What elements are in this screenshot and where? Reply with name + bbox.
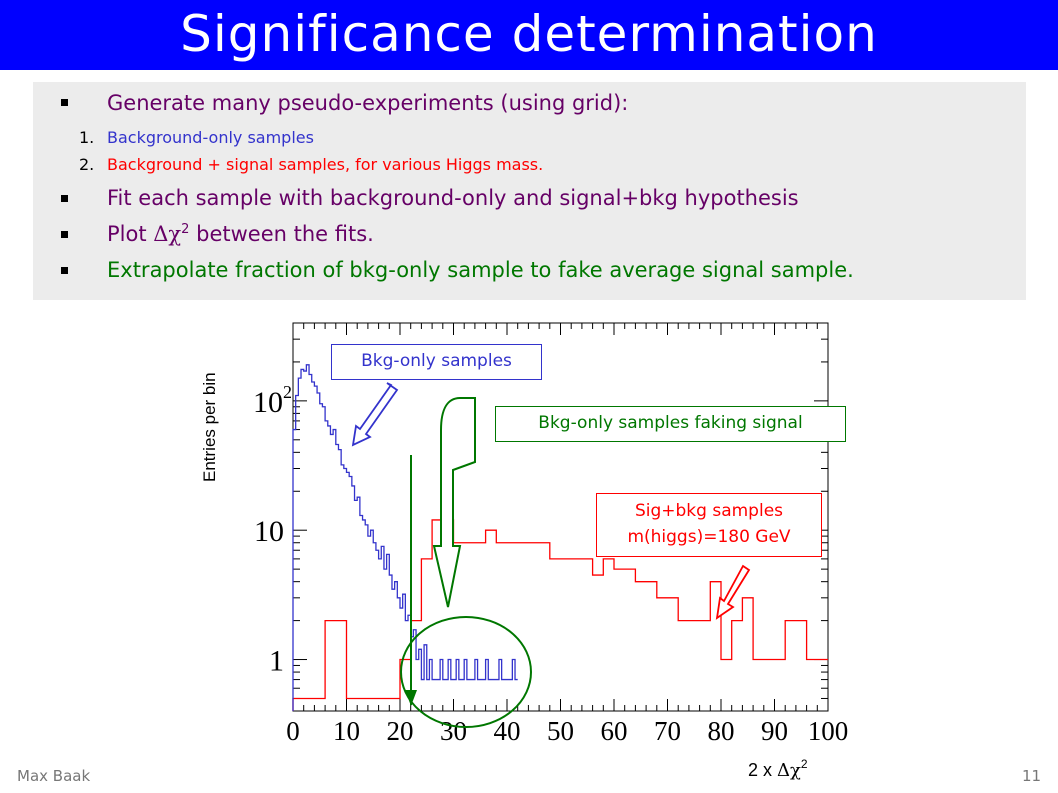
bullet-plot: Plot Δχ2 between the fits. <box>107 222 374 246</box>
item-background-only: Background-only samples <box>107 128 314 147</box>
bullet-generate: Generate many pseudo-experiments (using … <box>107 91 629 115</box>
x-tick-label: 50 <box>547 716 574 746</box>
x-tick-label: 60 <box>601 716 628 746</box>
x-tick-label: 20 <box>387 716 414 746</box>
x-tick-label: 90 <box>761 716 788 746</box>
bkg-only-arrow-icon <box>351 382 399 447</box>
bullet-square-icon <box>61 195 68 202</box>
x-tick-label: 70 <box>654 716 681 746</box>
bullet-square-icon <box>61 267 68 274</box>
sig-bkg-histogram <box>292 519 828 711</box>
bullet-square-icon <box>61 231 68 238</box>
callout-faking: Bkg-only samples faking signal <box>495 406 846 442</box>
bullet-square-icon <box>61 99 68 106</box>
numbered-marker-2: 2. <box>79 155 95 174</box>
bullet-extrapolate: Extrapolate fraction of bkg-only sample … <box>107 258 854 282</box>
callout-sig-line1: Sig+bkg samples <box>634 501 784 521</box>
title-bar <box>0 0 1058 70</box>
slide-title: Significance determination <box>180 5 878 63</box>
x-tick-labels: 0 10 20 30 40 50 60 70 80 90 100 <box>286 716 848 746</box>
sig-bkg-arrow-icon <box>715 564 751 620</box>
cut-line-arrowhead-icon <box>405 690 417 706</box>
callout-sig-bkg: Sig+bkg samples m(higgs)=180 GeV <box>596 493 822 557</box>
callout-bkg-only: Bkg-only samples <box>331 344 542 380</box>
callout-sig-line2: m(higgs)=180 GeV <box>627 527 791 547</box>
bullet-plot-prefix: Plot <box>107 222 154 246</box>
bkg-only-histogram <box>292 364 518 711</box>
x-tick-label: 30 <box>440 716 467 746</box>
faking-region-ellipse <box>400 616 532 728</box>
y-tick-label: 10 <box>254 515 284 548</box>
x-axis-label-sup: 2 <box>801 757 808 771</box>
y-axis-label: Entries per bin <box>200 372 219 482</box>
faking-arrow-icon <box>432 397 476 608</box>
delta-chi-exponent: 2 <box>181 222 190 237</box>
y-tick-label: 102 <box>253 382 292 419</box>
bullet-fit: Fit each sample with background-only and… <box>107 186 799 210</box>
x-tick-label: 100 <box>808 716 849 746</box>
bullet-plot-suffix: between the fits. <box>189 222 374 246</box>
x-axis-label-prefix: 2 x <box>748 760 777 780</box>
x-tick-label: 80 <box>708 716 735 746</box>
page-number: 11 <box>1022 767 1042 785</box>
x-tick-label: 10 <box>333 716 360 746</box>
item-background-signal: Background + signal samples, for various… <box>107 155 544 174</box>
footer-author: Max Baak <box>17 767 91 785</box>
bullet-box: Generate many pseudo-experiments (using … <box>33 82 1026 300</box>
numbered-marker-1: 1. <box>79 128 95 147</box>
x-axis-label-symbol: Δχ <box>777 760 801 781</box>
x-tick-label: 0 <box>286 716 300 746</box>
y-tick-labels: 1 10 102 <box>253 382 292 678</box>
x-axis-label: 2 x Δχ2 <box>748 757 808 781</box>
y-tick-label: 1 <box>269 645 284 678</box>
delta-chi-symbol: Δχ <box>153 222 182 246</box>
